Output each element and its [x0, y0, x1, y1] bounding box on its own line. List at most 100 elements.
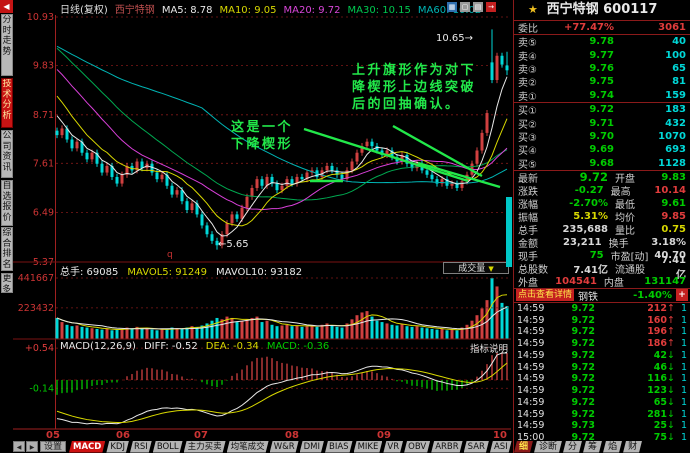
tick-volume: 123 [647, 385, 668, 397]
exit-icon[interactable]: → [486, 2, 496, 12]
ask-row[interactable]: 卖① 9.74 159 [514, 89, 690, 103]
ask-row-qty: 65 [672, 62, 686, 74]
tab-bias[interactable]: BIAS [325, 441, 353, 453]
macd-header-item: DEA: -0.34 [205, 341, 259, 352]
add-button[interactable]: + [676, 289, 688, 302]
bid-row-label: 买④ [518, 146, 537, 158]
panel-divider-handle[interactable] [506, 197, 512, 267]
tab-vr[interactable]: VR [383, 441, 403, 453]
svg-text:8.71: 8.71 [33, 110, 54, 121]
svg-text:223432: 223432 [18, 303, 54, 314]
svg-text:-0.14: -0.14 [29, 383, 54, 394]
sidebar-item-5[interactable]: 更多… [1, 273, 13, 293]
tick-price: 9.72 [571, 302, 595, 314]
down-arrow-icon: ↓ [667, 361, 675, 373]
scroll-right-button[interactable]: ▶ [26, 441, 38, 452]
quote-tab-5[interactable]: 财 [623, 441, 642, 453]
tick-list[interactable]: 14:59 9.72 212 ↑ 1 14:59 9.72 160 ↑ 1 14:59 9.72 1… [514, 303, 690, 444]
sector-name[interactable]: 钢铁 [578, 291, 599, 303]
tick-count: 1 [680, 361, 687, 373]
quote-tab-1[interactable]: 诊断 [534, 441, 562, 453]
macd-header-item: MACD: -0.36 [266, 341, 330, 352]
quote-tab-3[interactable]: 筹 [583, 441, 602, 453]
tab-arbr[interactable]: ARBR [431, 441, 462, 453]
svg-text:05: 05 [46, 430, 60, 440]
tab-dmi[interactable]: DMI [300, 441, 324, 453]
down-arrow-icon: ↓ [667, 349, 675, 361]
bid-row[interactable]: 买① 9.72 183 [514, 103, 690, 117]
tab-asi[interactable]: ASI [490, 441, 512, 453]
ask-row-price: 9.76 [589, 62, 614, 74]
ask-row[interactable]: 卖③ 9.76 65 [514, 62, 690, 76]
weibi-row: 委比 +77.47% 3061 [514, 21, 690, 35]
info-value: 9.61 [661, 197, 686, 209]
tab-macd[interactable]: MACD [69, 441, 105, 453]
view-details-button[interactable]: 点击查看详情 [516, 289, 575, 302]
macd-header-item: MACD(12,26,9) [60, 341, 136, 352]
tab-mike[interactable]: MIKE [354, 441, 383, 453]
bid-row[interactable]: 买② 9.71 432 [514, 116, 690, 131]
ma-value-label: MA20: 9.72 [283, 5, 341, 16]
bid-row-label: 买⑤ [518, 159, 537, 171]
sidebar-item-0[interactable]: 分时走势 [1, 14, 13, 76]
tab-[interactable]: 主力买卖 [184, 441, 226, 453]
ask-row-qty: 40 [672, 36, 686, 48]
up-arrow-icon: ↑ [667, 338, 675, 350]
settings-button[interactable]: 设置 [40, 441, 67, 452]
ask-row[interactable]: 卖④ 9.77 100 [514, 48, 690, 63]
stock-name: 西宁特钢 [546, 2, 599, 17]
indicator-help-link[interactable]: 指标说明 [470, 344, 509, 355]
ask-row[interactable]: 卖② 9.75 81 [514, 75, 690, 89]
info-window-icon[interactable]: ▤ [473, 2, 483, 12]
info-value: 23,211 [562, 236, 602, 248]
quote-info-grid: 最新 9.72 开盘 9.83 涨跌 -0.27 最高 10.14 涨幅 -2.70% 最低 9.61… [514, 170, 690, 289]
svg-text:06: 06 [116, 430, 130, 440]
quote-tab-2[interactable]: 分 [563, 441, 582, 453]
sidebar-item-3[interactable]: 自选报价 [1, 180, 13, 226]
svg-text:10.93: 10.93 [27, 12, 54, 23]
tick-row: 14:59 9.72 196 ↑ 1 [514, 326, 690, 338]
macd-header-item: DIFF: -0.52 [143, 341, 198, 352]
back-icon[interactable]: ◀ [0, 0, 13, 13]
tab-rsi[interactable]: RSI [130, 441, 152, 453]
sidebar-item-2[interactable]: 公司资讯 [1, 130, 13, 178]
window-icon[interactable]: ▢ [460, 2, 470, 12]
up-arrow-icon: ↑ [667, 302, 675, 314]
quote-tab-4[interactable]: 焰 [603, 441, 622, 453]
tick-price: 9.72 [571, 373, 595, 385]
volume-indicator-dropdown[interactable]: 成交量 ▼ [443, 262, 509, 274]
tab-boll[interactable]: BOLL [153, 441, 183, 453]
tab-kdj[interactable]: KDJ [106, 441, 129, 453]
scroll-left-button[interactable]: ◀ [13, 441, 25, 452]
info-row: 涨跌 -0.27 最高 10.14 [514, 184, 690, 198]
tick-count: 1 [680, 373, 687, 385]
tick-count: 1 [680, 326, 687, 338]
tab-obv[interactable]: OBV [404, 441, 430, 453]
panel-layout-icon[interactable]: ▦ [447, 2, 457, 12]
bid-row-price: 9.69 [589, 144, 614, 156]
info-value: -0.27 [574, 184, 604, 196]
tick-volume: 281 [647, 408, 668, 420]
info-value: 40.70 [654, 249, 686, 261]
favorite-star-icon[interactable]: ★ [528, 3, 538, 16]
quote-tab-0[interactable]: 细 [514, 441, 533, 453]
tab-sar[interactable]: SAR [464, 441, 489, 453]
svg-text:9.83: 9.83 [33, 60, 54, 71]
tab-wr[interactable]: W&R [270, 441, 299, 453]
info-value: 7.41亿 [573, 264, 608, 276]
sidebar-item-4[interactable]: 综合排名 [1, 227, 13, 271]
bid-row[interactable]: 买③ 9.70 1070 [514, 130, 690, 144]
tick-volume: 160 [647, 314, 668, 326]
bid-row[interactable]: 买⑤ 9.68 1128 [514, 157, 690, 171]
tab-[interactable]: 均笔成交 [227, 441, 269, 453]
bid-row-label: 买② [518, 119, 537, 131]
bid-row-qty: 183 [665, 104, 686, 116]
sidebar-item-1[interactable]: 技术分析 [1, 78, 13, 128]
ask-row[interactable]: 卖⑤ 9.78 40 [514, 35, 690, 49]
annotation-text-1: 这是一个 下降楔形 [231, 120, 294, 152]
bid-row[interactable]: 买④ 9.69 693 [514, 143, 690, 158]
wedge-trendline [392, 124, 483, 178]
chart-toolbar-icons: ▦ ▢ ▤ → [447, 2, 496, 12]
bid-row-price: 9.71 [589, 117, 614, 129]
